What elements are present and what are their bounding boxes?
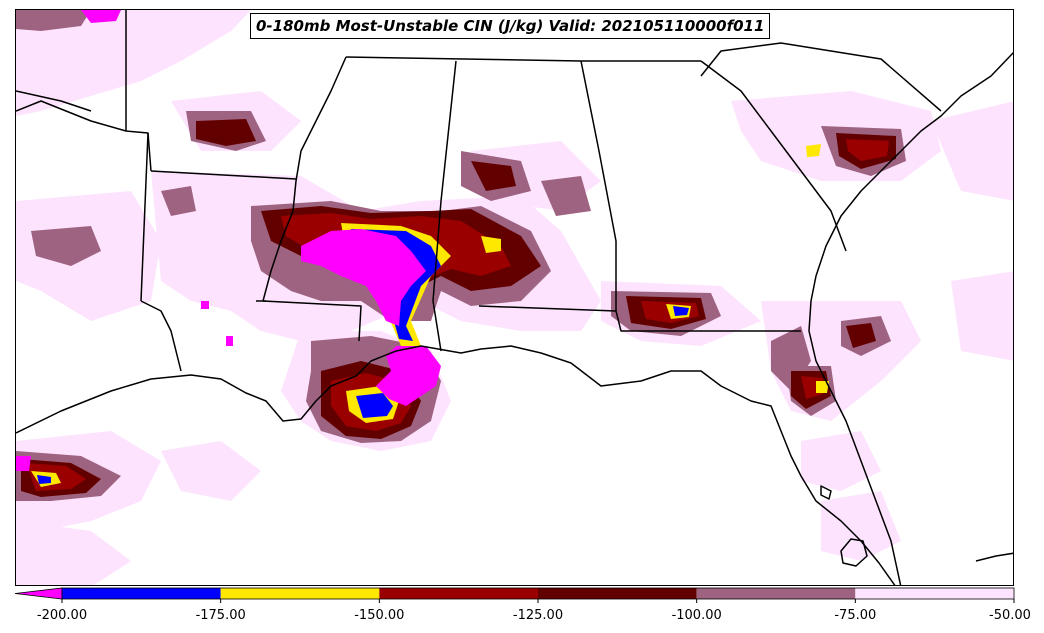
cin-magenta-areas <box>16 10 441 471</box>
colorbar-bin <box>696 588 856 599</box>
colorbar-tick-label: -150.00 <box>354 608 405 623</box>
colorbar-tick-label: -50.00 <box>989 608 1031 623</box>
colorbar-bin <box>379 588 538 599</box>
colorbar-tick-label: -175.00 <box>195 608 246 623</box>
colorbar-bin <box>855 588 1014 599</box>
boundary-lines <box>16 10 1013 585</box>
colorbar-tick-label: -200.00 <box>36 608 88 623</box>
colorbar-tick-label: -125.00 <box>512 608 564 623</box>
cin-fill-layer <box>16 10 1013 585</box>
map-title: 0-180mb Most-Unstable CIN (J/kg) Valid: … <box>250 13 771 39</box>
colorbar-bin <box>62 588 221 599</box>
colorbar-tick-label: -75.00 <box>834 608 877 623</box>
colorbar-extend-min <box>14 587 63 600</box>
colorbar-tick-label: -100.00 <box>671 608 722 623</box>
colorbar <box>14 587 1015 603</box>
colorbar-bin <box>220 588 380 599</box>
colorbar-bin <box>538 588 697 599</box>
map-canvas <box>16 10 1013 585</box>
map-panel <box>15 9 1014 586</box>
